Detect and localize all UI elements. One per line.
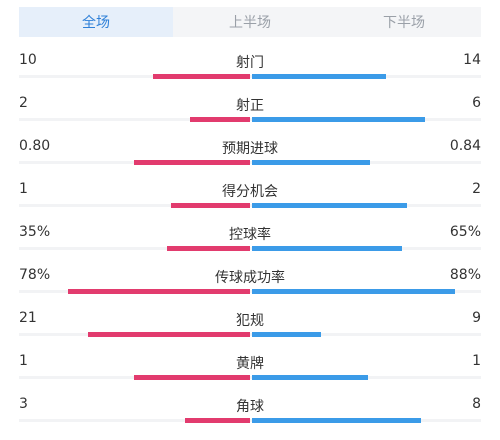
- stat-row-yellow-cards: 1 黄牌 1: [0, 341, 500, 384]
- home-value: 1: [19, 181, 28, 197]
- stat-row-shots-on-target: 2 射正 6: [0, 83, 500, 126]
- stat-row-fouls: 21 犯规 9: [0, 298, 500, 341]
- home-bar: [167, 246, 250, 251]
- home-value: 3: [19, 396, 28, 412]
- home-value: 0.80: [19, 138, 51, 154]
- stat-track: [19, 75, 481, 78]
- away-bar: [252, 117, 425, 122]
- stat-label: 控球率: [229, 227, 271, 243]
- home-bar: [190, 117, 250, 122]
- home-value: 2: [19, 95, 28, 111]
- stat-label: 射门: [236, 55, 264, 71]
- away-value: 14: [463, 52, 481, 68]
- away-value: 1: [472, 353, 481, 369]
- home-bar: [88, 332, 250, 337]
- stat-row-corners: 3 角球 8: [0, 384, 500, 427]
- stat-row-shots: 10 射门 14: [0, 40, 500, 83]
- away-value: 65%: [449, 224, 481, 240]
- stat-label: 犯规: [236, 313, 264, 329]
- away-value: 6: [472, 95, 481, 111]
- home-bar: [134, 160, 250, 165]
- home-bar: [171, 203, 250, 208]
- away-value: 9: [472, 310, 481, 326]
- stat-track: [19, 376, 481, 379]
- away-bar: [252, 203, 407, 208]
- home-bar: [68, 289, 250, 294]
- away-bar: [252, 375, 368, 380]
- stat-label: 预期进球: [222, 141, 278, 157]
- home-bar: [153, 74, 250, 79]
- home-value: 21: [19, 310, 37, 326]
- period-tabs: 全场 上半场 下半场: [19, 7, 481, 37]
- stat-label: 传球成功率: [215, 270, 285, 286]
- away-bar: [252, 289, 455, 294]
- away-bar: [252, 160, 370, 165]
- away-bar: [252, 74, 386, 79]
- away-value: 8: [472, 396, 481, 412]
- tab-full-match[interactable]: 全场: [19, 7, 173, 37]
- home-bar: [134, 375, 250, 380]
- home-value: 1: [19, 353, 28, 369]
- away-value: 0.84: [449, 138, 481, 154]
- stat-track: [19, 333, 481, 336]
- tab-second-half[interactable]: 下半场: [383, 15, 425, 31]
- stat-track: [19, 118, 481, 121]
- stats-list: 10 射门 14 2 射正 6 0.80 预期进球 0.84 1 得分机会 2 …: [0, 40, 500, 427]
- home-bar: [185, 418, 250, 423]
- stat-row-big-chances: 1 得分机会 2: [0, 169, 500, 212]
- stat-label: 黄牌: [236, 356, 264, 372]
- away-bar: [252, 418, 421, 423]
- home-value: 10: [19, 52, 37, 68]
- stat-row-possession: 35% 控球率 65%: [0, 212, 500, 255]
- away-value: 2: [472, 181, 481, 197]
- stat-label: 得分机会: [222, 184, 278, 200]
- stat-label: 角球: [236, 399, 264, 415]
- home-value: 35%: [19, 224, 51, 240]
- stat-track: [19, 161, 481, 164]
- stat-track: [19, 290, 481, 293]
- away-bar: [252, 246, 402, 251]
- stat-track: [19, 204, 481, 207]
- stat-row-pass-accuracy: 78% 传球成功率 88%: [0, 255, 500, 298]
- stat-track: [19, 419, 481, 422]
- stat-row-expected-goals: 0.80 预期进球 0.84: [0, 126, 500, 169]
- tab-first-half[interactable]: 上半场: [229, 15, 271, 31]
- away-bar: [252, 332, 321, 337]
- home-value: 78%: [19, 267, 51, 283]
- stat-label: 射正: [236, 98, 264, 114]
- away-value: 88%: [449, 267, 481, 283]
- stat-track: [19, 247, 481, 250]
